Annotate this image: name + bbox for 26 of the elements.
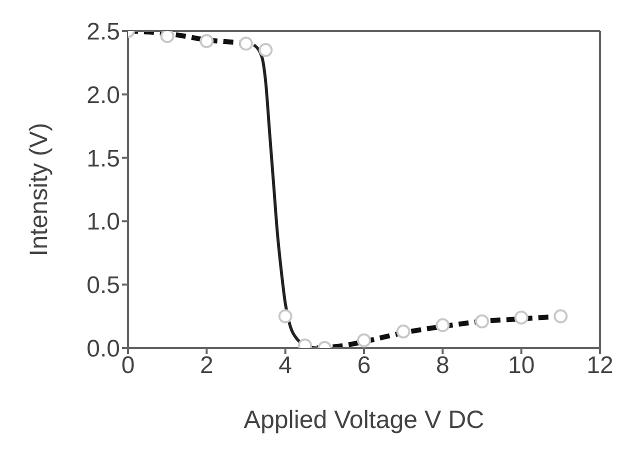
y-tick-label: 0.5 bbox=[86, 272, 120, 300]
point bbox=[514, 310, 528, 325]
y-axis-title: Intensity (V) bbox=[24, 122, 53, 256]
y-tick-label: 1.5 bbox=[86, 145, 120, 172]
y-tick-label: 2.5 bbox=[86, 18, 120, 46]
point bbox=[554, 309, 568, 324]
x-tick-label: 10 bbox=[508, 352, 535, 380]
x-tick-label: 12 bbox=[586, 352, 614, 380]
point bbox=[475, 314, 489, 328]
y-tick-label: 1.0 bbox=[86, 208, 120, 236]
point bbox=[436, 318, 450, 332]
point bbox=[200, 34, 214, 48]
x-tick-label: 8 bbox=[436, 352, 450, 380]
x-tick-label: 4 bbox=[278, 352, 292, 380]
point bbox=[357, 333, 371, 348]
point bbox=[278, 309, 292, 324]
point bbox=[239, 36, 253, 51]
y-tick-label: 2.0 bbox=[86, 82, 120, 109]
x-tick-label: 0 bbox=[121, 352, 135, 380]
y-tick-label: 0.0 bbox=[86, 336, 120, 363]
x-tick-label: 6 bbox=[357, 352, 371, 380]
x-axis-title: Applied Voltage V DC bbox=[244, 406, 484, 434]
point bbox=[258, 43, 273, 58]
x-tick-label: 2 bbox=[200, 352, 214, 380]
point bbox=[160, 31, 174, 44]
point bbox=[396, 324, 410, 339]
